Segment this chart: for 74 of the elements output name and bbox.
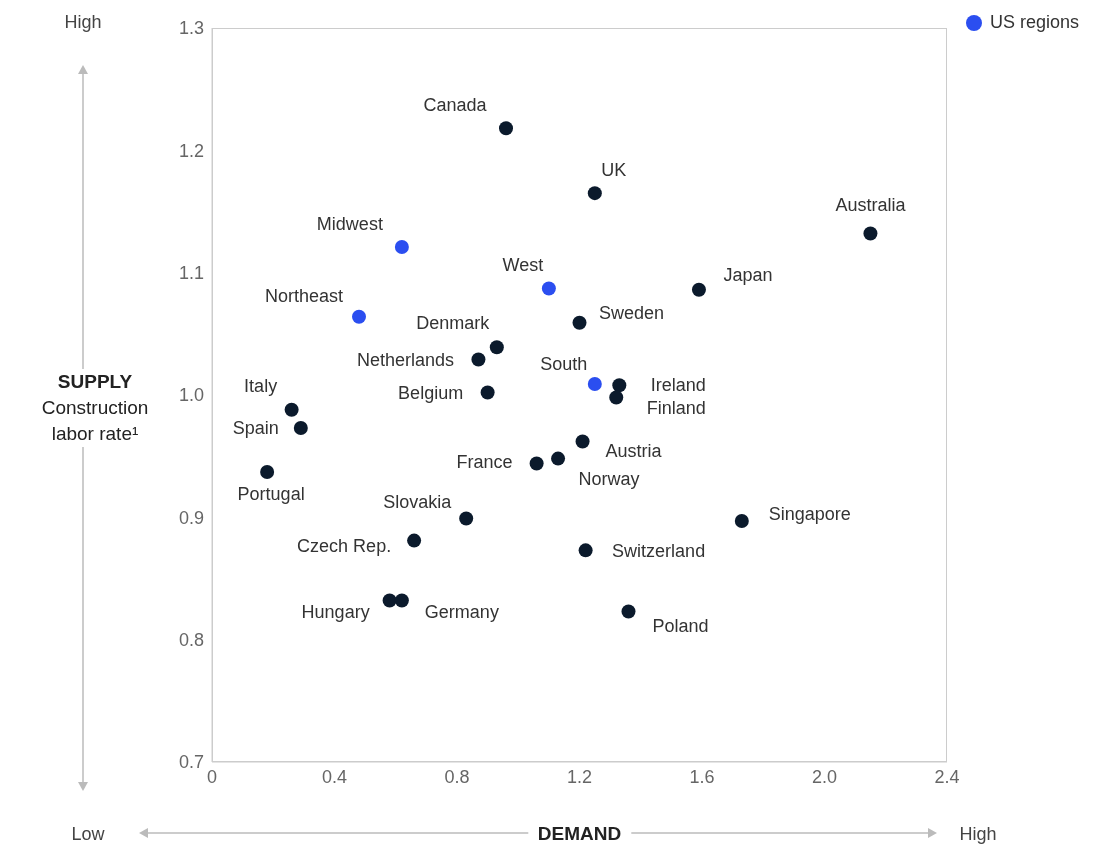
point bbox=[587, 186, 602, 201]
annotation: Canada bbox=[423, 94, 487, 116]
x-tick-label: 0.8 bbox=[444, 766, 470, 787]
annotation: Norway bbox=[578, 468, 640, 490]
point bbox=[407, 533, 422, 548]
point bbox=[480, 385, 495, 400]
point bbox=[609, 390, 624, 405]
x-tick-label: 1.2 bbox=[566, 766, 593, 787]
point bbox=[575, 434, 590, 449]
annotation: Germany bbox=[424, 601, 499, 623]
annotation: Poland bbox=[652, 615, 709, 637]
x-tick-label: 2.4 bbox=[934, 766, 960, 787]
annotation: Austria bbox=[605, 440, 662, 462]
x-tick-label: 2.0 bbox=[811, 766, 838, 787]
point bbox=[541, 281, 556, 296]
point bbox=[612, 378, 627, 393]
annotation: Singapore bbox=[768, 503, 851, 525]
point bbox=[863, 226, 878, 241]
annotation: Northeast bbox=[264, 285, 344, 307]
point bbox=[734, 514, 749, 528]
annotation: Slovakia bbox=[383, 491, 452, 513]
y-tick-label: 1.0 bbox=[178, 385, 204, 406]
point bbox=[529, 456, 544, 471]
point bbox=[587, 376, 602, 391]
legend-label: US regions bbox=[990, 12, 1080, 33]
annotation: Czech Rep. bbox=[297, 535, 392, 557]
annotation: Ireland bbox=[650, 374, 706, 396]
annotation: France bbox=[456, 451, 513, 472]
x-tick-label: 1.6 bbox=[689, 766, 715, 787]
point bbox=[499, 121, 513, 136]
annotation: Spain bbox=[232, 417, 279, 439]
annotation: Midwest bbox=[316, 213, 383, 235]
point bbox=[471, 352, 486, 367]
text: High bbox=[959, 823, 997, 845]
annotation: Hungary bbox=[301, 601, 370, 623]
annotation: Portugal bbox=[237, 483, 305, 505]
annotation: Japan bbox=[723, 264, 773, 286]
point bbox=[394, 239, 409, 254]
annotation: Denmark bbox=[416, 312, 490, 334]
annotation: West bbox=[502, 254, 544, 276]
x-axis-title: DEMAND bbox=[527, 823, 632, 845]
point bbox=[459, 511, 474, 526]
y-axis-title: SUPPLY Construction labor rate¹ bbox=[41, 369, 149, 447]
y-tick-label: 1.2 bbox=[178, 140, 204, 161]
point bbox=[293, 421, 308, 436]
y-tick-label: 0.7 bbox=[178, 752, 204, 773]
point bbox=[691, 282, 706, 297]
point bbox=[551, 451, 566, 466]
annotation: Netherlands bbox=[356, 349, 454, 371]
annotation: Italy bbox=[244, 375, 278, 397]
point bbox=[578, 543, 593, 558]
point bbox=[352, 309, 366, 324]
point bbox=[394, 593, 409, 608]
annotation: Australia bbox=[835, 194, 906, 216]
point bbox=[621, 604, 636, 619]
y-tick-label: 0.8 bbox=[178, 630, 204, 651]
y-tick-label: 1.1 bbox=[178, 263, 204, 284]
point bbox=[260, 465, 275, 480]
annotation: UK bbox=[601, 159, 627, 181]
text: Low bbox=[71, 823, 105, 845]
text: High bbox=[64, 11, 102, 33]
x-tick-label: 0.4 bbox=[321, 766, 348, 787]
annotation: Switzerland bbox=[612, 540, 706, 562]
annotation: Sweden bbox=[598, 302, 665, 324]
y-tick-label: 0.9 bbox=[178, 507, 204, 528]
point bbox=[489, 340, 504, 355]
y-tick-label: 1.3 bbox=[178, 18, 204, 39]
x-tick-label: 0 bbox=[206, 766, 218, 787]
annotation: South bbox=[540, 353, 588, 375]
annotation: Finland bbox=[646, 397, 706, 419]
annotation: Belgium bbox=[398, 382, 464, 404]
point bbox=[284, 402, 299, 417]
point bbox=[572, 315, 587, 330]
point bbox=[382, 593, 397, 608]
